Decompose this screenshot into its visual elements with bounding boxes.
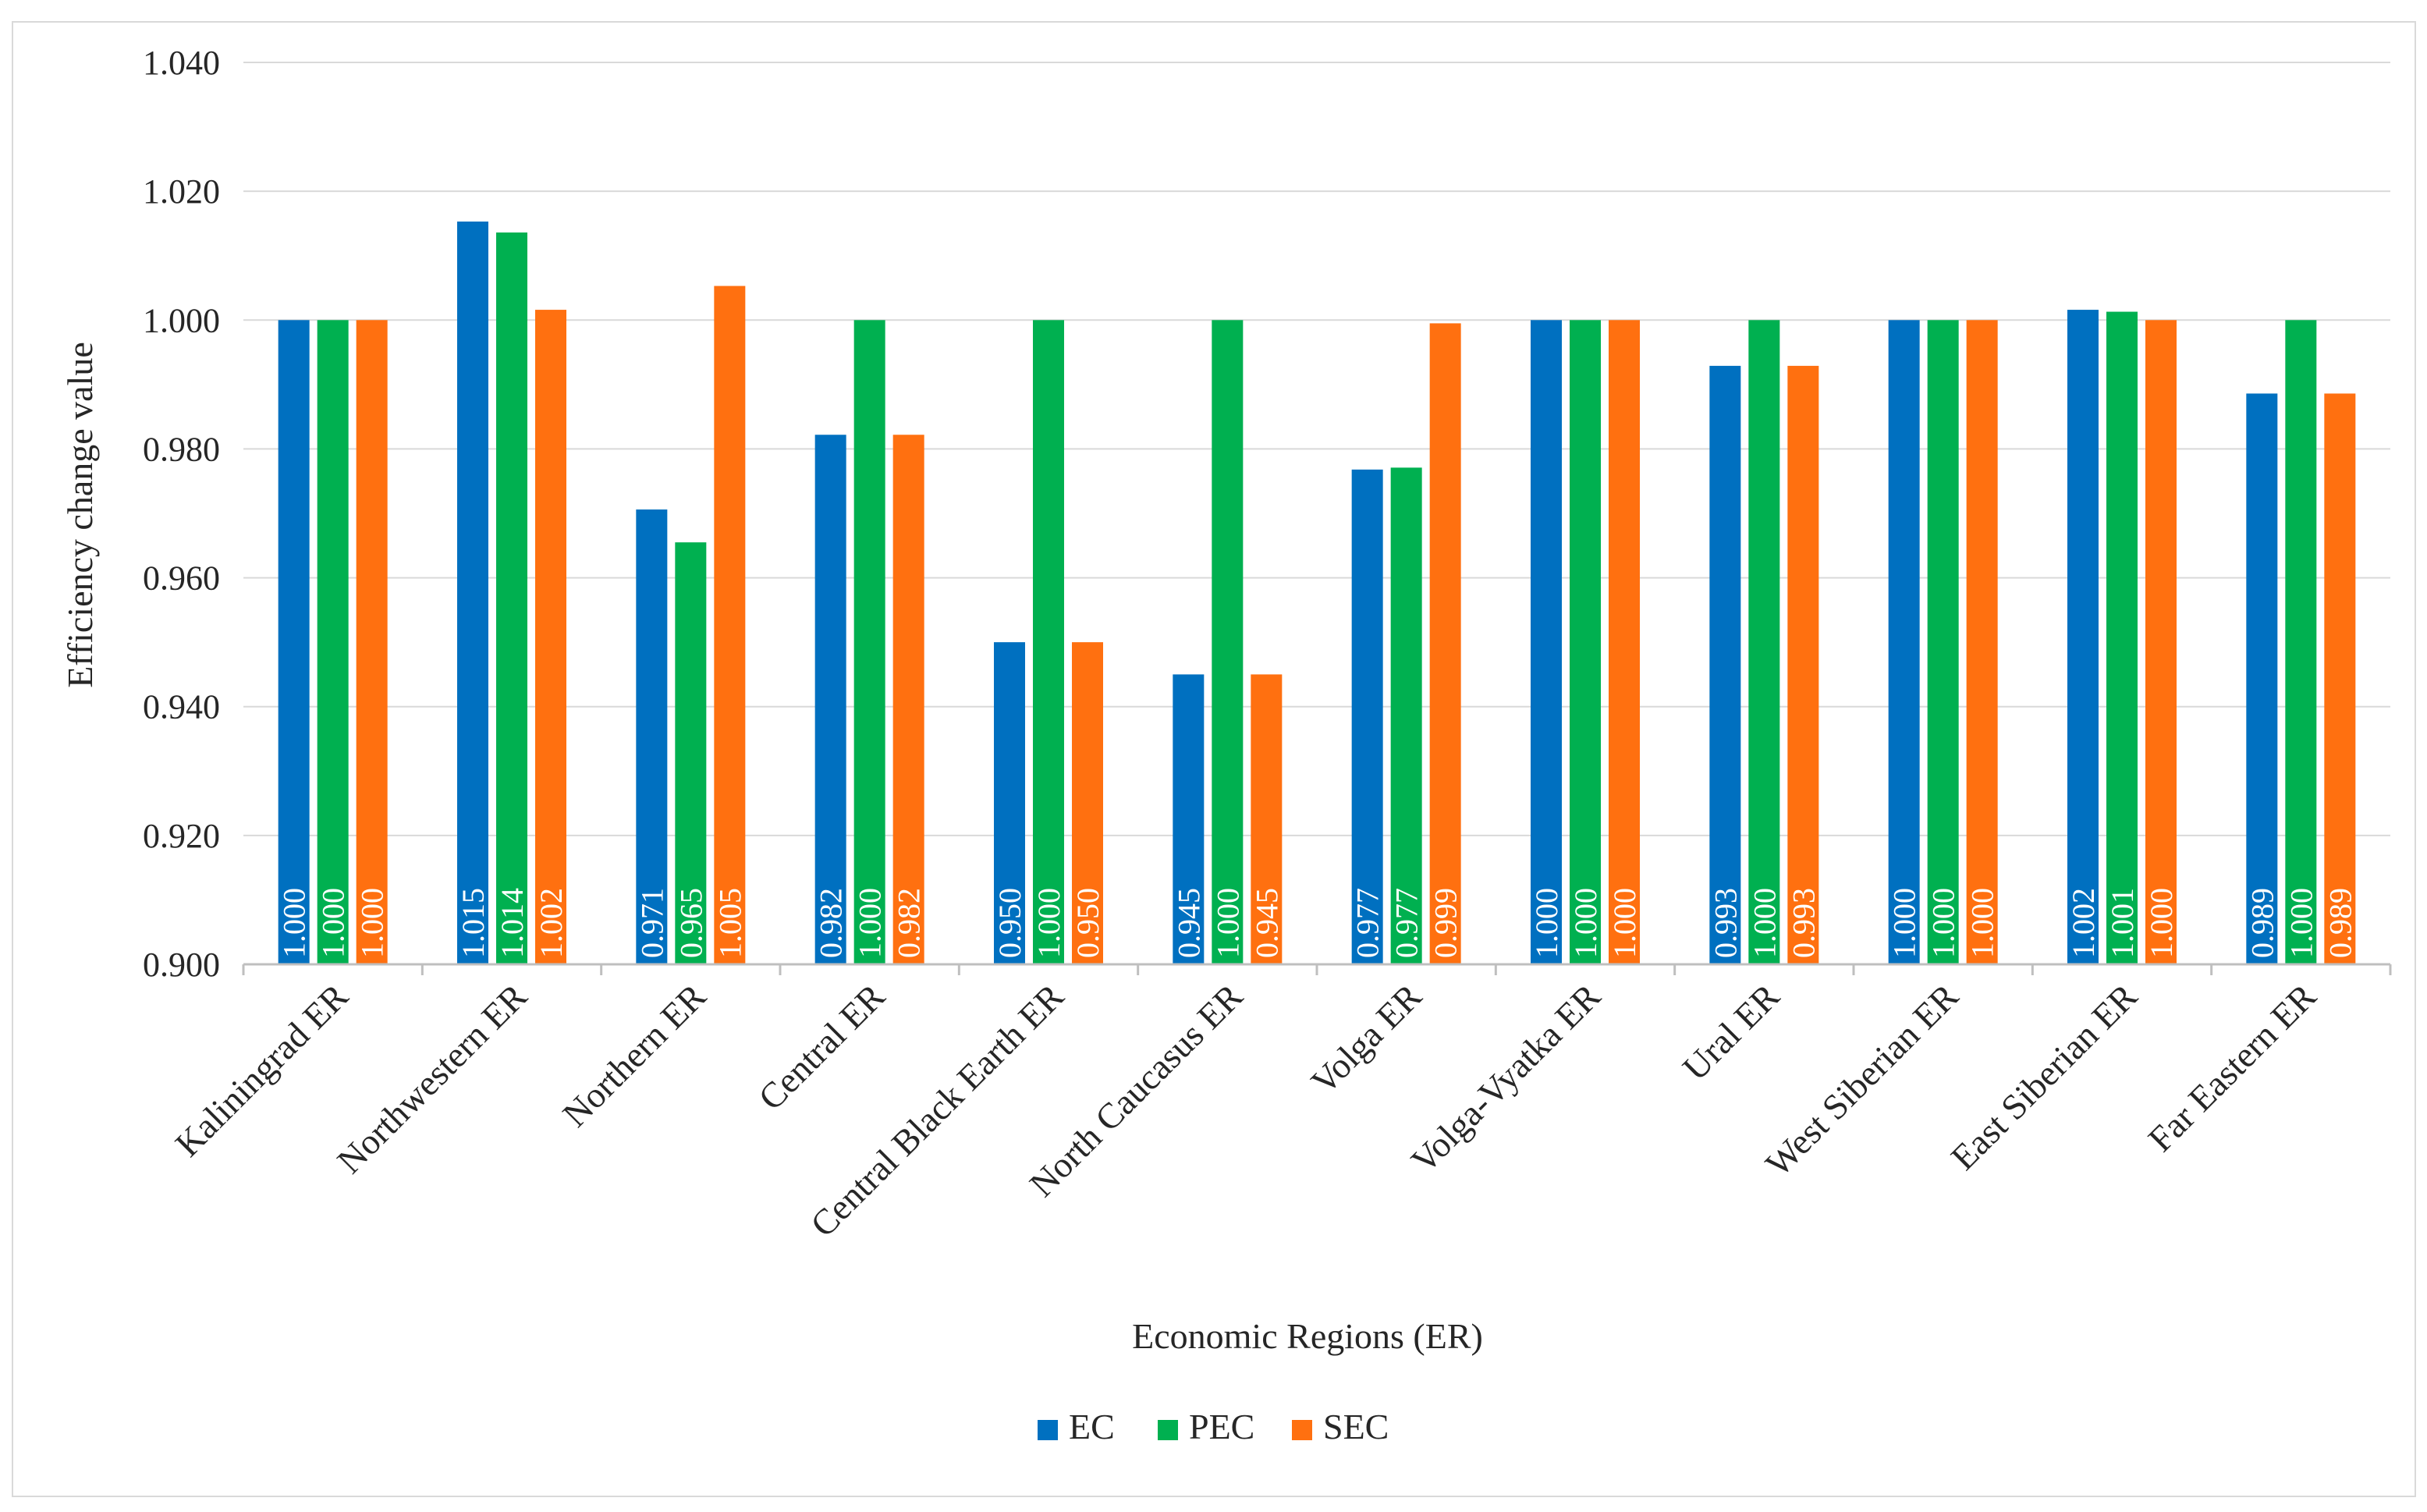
bar-data-label: 0.950 (992, 888, 1027, 958)
bar-ec (2067, 310, 2099, 964)
x-axis-title: Economic Regions (ER) (1132, 1316, 1483, 1356)
bar-pec (853, 320, 885, 964)
bar-data-label: 1.000 (1568, 888, 1603, 958)
y-tick-label: 0.980 (143, 430, 220, 468)
bar-data-label: 0.965 (673, 888, 708, 958)
bar-data-label: 1.000 (1607, 888, 1642, 958)
bar-data-label: 0.971 (634, 888, 669, 958)
y-tick-label: 0.960 (143, 559, 220, 598)
bar-data-label: 1.001 (2105, 888, 2140, 958)
bar-data-label: 1.000 (355, 888, 390, 958)
bar-sec (1251, 674, 1283, 964)
bar-data-label: 1.000 (1529, 888, 1564, 958)
y-tick-labels: 0.900 0.920 0.940 0.960 0.980 1.000 1.020 1.040 (143, 44, 220, 984)
bar-data-label: 1.005 (712, 888, 747, 958)
bar-data-label: 0.982 (814, 888, 849, 958)
bar-ec (457, 221, 488, 964)
bar-pec (1748, 320, 1780, 964)
bar-data-label: 1.000 (853, 888, 888, 958)
legend-swatch-pec (1158, 1420, 1178, 1440)
bar-ec (1531, 320, 1562, 964)
bar-ec (2246, 393, 2278, 965)
bar-pec (496, 232, 527, 964)
bar-ec (636, 509, 668, 964)
bar-sec (2145, 320, 2177, 964)
bar-data-label: 0.999 (1428, 888, 1464, 958)
legend-swatch-ec (1038, 1420, 1058, 1440)
x-axis (242, 963, 2392, 975)
bar-data-label: 1.002 (2066, 888, 2101, 958)
bar-data-label: 1.000 (316, 888, 351, 958)
bar-data-labels: 1.000 1.015 0.971 0.982 0.950 0.945 0.977 1.000… (277, 888, 2358, 958)
bar-data-label: 1.000 (1031, 888, 1066, 958)
bar-data-label: 1.000 (1926, 888, 1961, 958)
bar-sec (1966, 320, 1998, 964)
bar-data-label: 0.989 (2322, 888, 2358, 958)
bar-data-label: 1.000 (1747, 888, 1782, 958)
bar-pec (2106, 311, 2138, 965)
bar-pec (1212, 320, 1244, 964)
bar-sec (892, 435, 924, 964)
bar-data-label: 0.945 (1249, 888, 1284, 958)
bar-data-label: 1.015 (456, 888, 491, 958)
bar-sec (1787, 365, 1819, 964)
bar-data-label: 1.014 (495, 888, 530, 958)
bar-ec (1888, 320, 1920, 964)
bar-data-label: 0.977 (1350, 888, 1386, 958)
y-tick-label: 0.900 (143, 946, 220, 984)
y-tick-label: 0.940 (143, 688, 220, 726)
bar-data-label: 0.950 (1070, 888, 1105, 958)
bar-ec (994, 642, 1025, 964)
bar-sec (1429, 323, 1461, 964)
bar-data-label: 1.000 (1887, 888, 1922, 958)
bar-pec (1927, 320, 1959, 964)
legend: EC PEC SEC (1038, 1407, 1389, 1446)
bar-ec (1173, 674, 1205, 964)
bar-sec (2324, 393, 2356, 965)
bar-sec (1609, 320, 1640, 964)
bar-data-label: 1.000 (1210, 888, 1245, 958)
bar-ec (814, 435, 846, 964)
y-tick-label: 1.020 (143, 172, 220, 211)
y-tick-label: 0.920 (143, 817, 220, 855)
bar-ec (1709, 365, 1741, 964)
bar-data-label: 1.000 (1965, 888, 2000, 958)
bar-ec (1351, 469, 1383, 964)
bar-sec (1072, 642, 1103, 964)
legend-swatch-sec (1292, 1420, 1312, 1440)
legend-label: SEC (1323, 1407, 1389, 1446)
bar-pec (1390, 467, 1422, 964)
bar-data-label: 0.993 (1708, 888, 1743, 958)
y-tick-label: 1.000 (143, 301, 220, 339)
bar-data-label: 1.000 (2283, 888, 2319, 958)
bar-ec (278, 320, 310, 964)
bar-pec (1570, 320, 1601, 964)
bar-data-label: 0.989 (2244, 888, 2280, 958)
bar-data-label: 1.000 (277, 888, 312, 958)
bar-data-label: 1.000 (2144, 888, 2179, 958)
bar-data-label: 0.945 (1171, 888, 1206, 958)
bar-sec (714, 286, 746, 965)
legend-label: EC (1069, 1407, 1115, 1446)
y-tick-label: 1.040 (143, 44, 220, 82)
bar-data-label: 0.993 (1786, 888, 1821, 958)
bar-sec (356, 320, 388, 964)
bar-pec (2285, 320, 2317, 964)
bar-sec (535, 310, 566, 964)
bars (278, 221, 2356, 965)
bar-data-label: 1.002 (534, 888, 569, 958)
bar-pec (1033, 320, 1064, 964)
bar-pec (675, 542, 707, 964)
bar-pec (317, 320, 349, 964)
y-axis-title: Efficiency change value (60, 342, 100, 688)
bar-data-label: 0.977 (1389, 888, 1425, 958)
bar-data-label: 0.982 (892, 888, 927, 958)
legend-label: PEC (1189, 1407, 1254, 1446)
